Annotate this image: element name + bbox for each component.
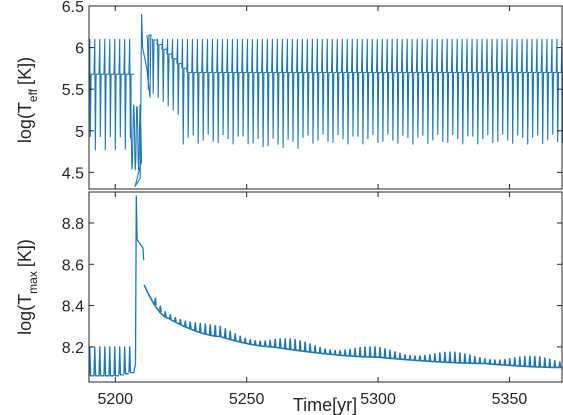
tmax-decay-line [143, 284, 562, 369]
top-ytick-label: 6 [75, 41, 84, 58]
top-axes-frame [88, 5, 563, 190]
teff-line [88, 13, 563, 188]
x-axis-label: Time[yr] [293, 395, 357, 415]
xtick-label: 5300 [360, 391, 396, 408]
bottom-yticks: 8.2 8.4 8.6 8.8 [62, 216, 562, 357]
tmax-rise-line [88, 195, 145, 377]
tmax-series [88, 195, 562, 377]
top-ytick-label: 5 [75, 124, 84, 141]
xtick-label: 5250 [229, 391, 265, 408]
top-ytick-label: 6.5 [62, 0, 84, 16]
bottom-ytick-label: 8.8 [62, 216, 84, 233]
top-ylabel: log(Teff[K]) [15, 57, 40, 143]
bottom-axes-frame [88, 191, 563, 383]
top-ytick-label: 5.5 [62, 82, 84, 99]
xtick-label: 5350 [492, 391, 528, 408]
bottom-xticks: 5200 5250 5300 5350 [97, 192, 527, 408]
bottom-ylabel: log(Tmax[K]) [15, 239, 40, 335]
bottom-panel: 8.2 8.4 8.6 8.8 5200 5250 5300 5350 log(Tmax[K… [15, 191, 563, 415]
bottom-ytick-label: 8.6 [62, 257, 84, 274]
bottom-ytick-label: 8.4 [62, 299, 84, 316]
bottom-ytick-label: 8.2 [62, 340, 84, 357]
top-ytick-label: 4.5 [62, 165, 84, 182]
xtick-label: 5200 [97, 391, 133, 408]
top-yticks: 4.5 5 5.5 6 6.5 [62, 0, 562, 189]
top-panel: 4.5 5 5.5 6 6.5 log(Teff[K]) [15, 0, 563, 190]
teff-series [88, 13, 563, 188]
